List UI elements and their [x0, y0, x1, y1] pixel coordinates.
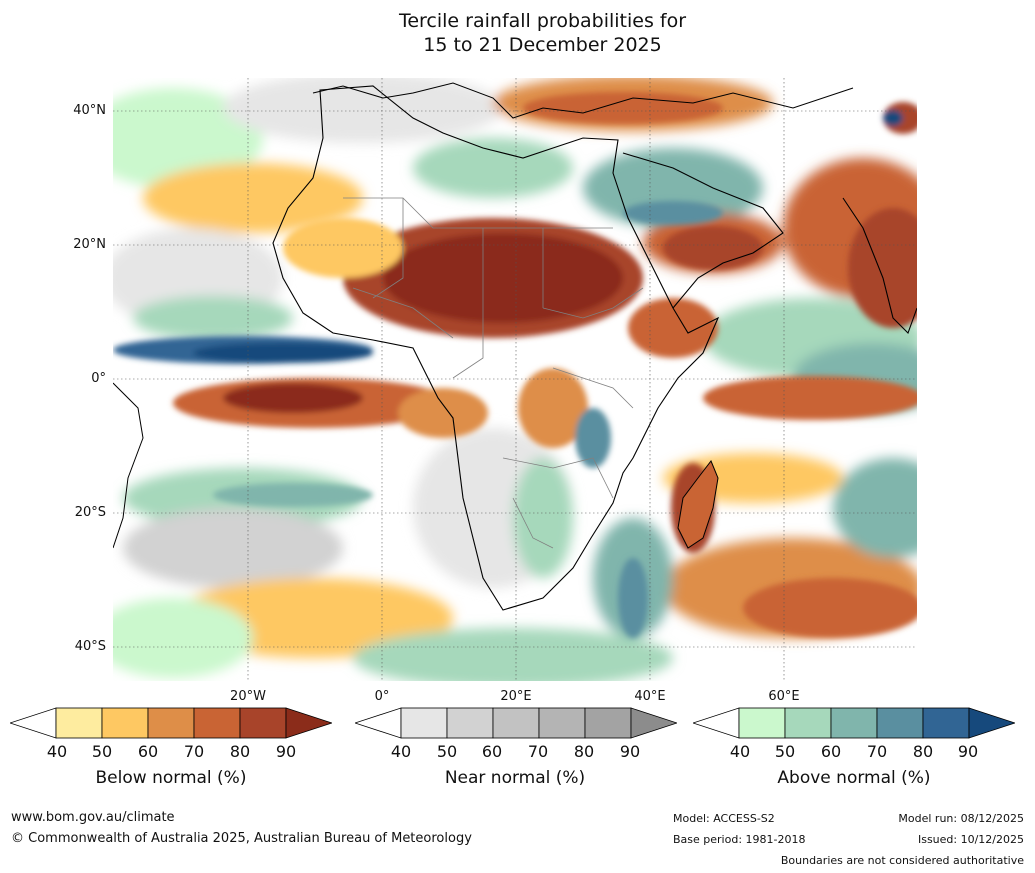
legend-near-under-arrow	[355, 707, 402, 739]
lon-label-60e: 60°E	[768, 689, 800, 704]
title-line-2: 15 to 21 December 2025	[423, 34, 662, 56]
lat-label-20s: 20°S	[74, 505, 106, 520]
legend-below-tick: 50	[91, 742, 113, 761]
lon-label-20w: 20°W	[230, 689, 266, 704]
legend-below-swatch	[193, 707, 241, 739]
footer-url[interactable]: www.bom.gov.au/climate	[11, 810, 175, 825]
legend-near-normal	[355, 706, 677, 742]
legend-above-swatch	[784, 707, 832, 739]
legend-above-swatch	[830, 707, 878, 739]
map-title: Tercile rainfall probabilities for 15 to…	[0, 9, 1035, 57]
footer-issued: Issued: 10/12/2025	[917, 833, 1024, 846]
footer-model-run: Model run: 08/12/2025	[898, 812, 1024, 825]
legend-above-tick: 90	[957, 742, 979, 761]
legend-near-tick: 70	[527, 742, 549, 761]
legend-above-tick: 60	[820, 742, 842, 761]
rainfall-probability-map	[113, 78, 917, 681]
footer-base-period: Base period: 1981-2018	[673, 833, 806, 846]
footer-disclaimer: Boundaries are not considered authoritat…	[780, 854, 1024, 867]
south-america-coastline	[113, 382, 144, 549]
legend-near-swatch	[446, 707, 494, 739]
legend-below-tick: 60	[137, 742, 159, 761]
lat-label-40n: 40°N	[73, 103, 106, 118]
arabia-coastline	[622, 152, 784, 309]
legend-near-swatch	[584, 707, 632, 739]
legend-below-swatch	[239, 707, 287, 739]
legend-near-over-arrow	[630, 707, 677, 739]
legend-below-title: Below normal (%)	[95, 768, 247, 788]
lon-label-20e: 20°E	[500, 689, 532, 704]
legend-near-tick: 90	[619, 742, 641, 761]
lon-label-40e: 40°E	[634, 689, 666, 704]
legend-below-under-arrow	[10, 707, 57, 739]
africa-coastline	[272, 85, 720, 611]
legend-below-over-arrow	[285, 707, 332, 739]
legend-near-swatch	[538, 707, 586, 739]
title-line-1: Tercile rainfall probabilities for	[398, 10, 687, 32]
india-coastline	[842, 197, 917, 335]
legend-near-tick: 60	[481, 742, 503, 761]
legend-near-colorbar	[355, 707, 677, 739]
legend-below-colorbar	[10, 707, 332, 739]
lat-label-20n: 20°N	[73, 237, 106, 252]
legend-near-tick: 50	[436, 742, 458, 761]
legend-near-swatch	[492, 707, 540, 739]
footer-model: Model: ACCESS-S2	[673, 812, 775, 825]
legend-above-colorbar	[693, 707, 1015, 739]
legend-above-tick: 80	[912, 742, 934, 761]
legend-above-under-arrow	[693, 707, 740, 739]
legend-above-tick: 40	[729, 742, 751, 761]
lat-label-40s: 40°S	[74, 639, 106, 654]
legend-above-swatch	[738, 707, 786, 739]
legend-below-tick: 40	[46, 742, 68, 761]
legend-above-swatch	[922, 707, 970, 739]
country-borders	[343, 197, 644, 549]
legend-above-tick: 50	[774, 742, 796, 761]
legend-above-normal	[693, 706, 1015, 742]
legend-below-normal	[10, 706, 332, 742]
legend-below-tick: 90	[275, 742, 297, 761]
legend-below-swatch	[101, 707, 149, 739]
madagascar-coastline	[677, 460, 719, 549]
legend-below-tick: 70	[183, 742, 205, 761]
lat-label-0: 0°	[91, 371, 106, 386]
legend-above-tick: 70	[866, 742, 888, 761]
europe-coastline	[312, 82, 854, 119]
legend-below-swatch	[55, 707, 103, 739]
probability-cores	[113, 92, 917, 638]
legend-above-over-arrow	[968, 707, 1015, 739]
legend-below-tick: 80	[229, 742, 251, 761]
legend-near-tick: 80	[573, 742, 595, 761]
footer-copyright: © Commonwealth of Australia 2025, Austra…	[11, 831, 472, 846]
legend-near-tick: 40	[390, 742, 412, 761]
legend-above-title: Above normal (%)	[777, 768, 931, 788]
map-canvas	[113, 78, 917, 681]
lon-label-0: 0°	[374, 689, 390, 704]
legend-near-swatch	[400, 707, 448, 739]
legend-below-swatch	[147, 707, 195, 739]
legend-near-title: Near normal (%)	[444, 768, 586, 788]
legend-above-swatch	[876, 707, 924, 739]
graticule	[113, 78, 917, 681]
